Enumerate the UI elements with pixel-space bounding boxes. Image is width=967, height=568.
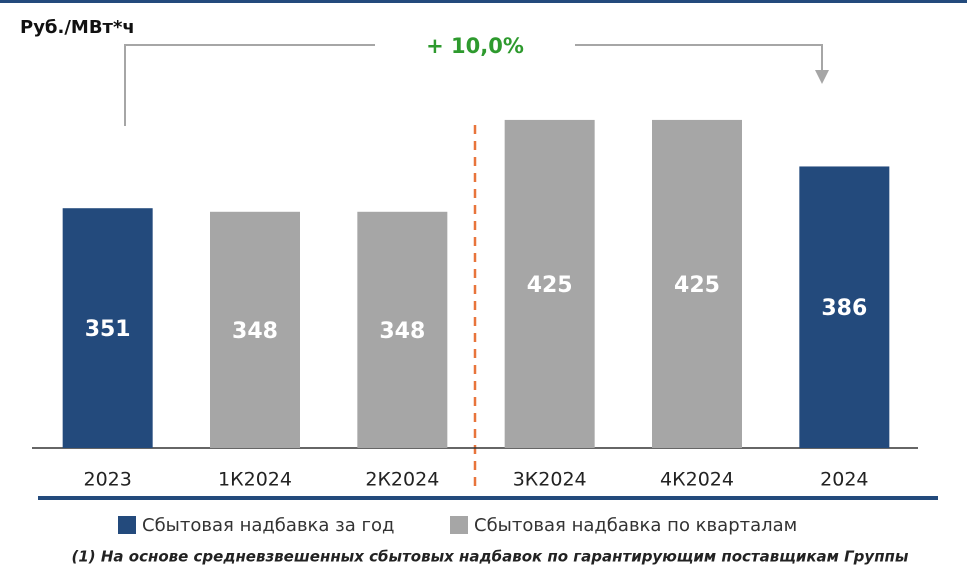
value-label: 386: [821, 296, 867, 321]
bar: [62, 208, 153, 448]
value-label: 425: [674, 273, 720, 298]
legend-swatch: [118, 516, 136, 534]
legend-label: Сбытовая надбавка по кварталам: [474, 515, 797, 536]
x-tick-label: 2024: [820, 469, 868, 491]
bar: [504, 119, 595, 449]
value-label: 351: [85, 317, 131, 342]
bar: [210, 211, 300, 448]
x-tick-label: 4К2024: [660, 469, 734, 491]
value-label: 348: [379, 319, 425, 344]
value-label: 348: [232, 319, 278, 344]
x-tick-label: 2К2024: [365, 469, 439, 491]
bottom-rule: [38, 496, 938, 500]
x-tick-label: 2023: [83, 469, 131, 491]
bar: [652, 119, 742, 449]
x-tick-label: 1К2024: [218, 469, 292, 491]
growth-bracket: [124, 44, 823, 126]
bracket-arrow: [815, 70, 829, 84]
bar: [799, 166, 890, 448]
value-label: 425: [527, 273, 573, 298]
legend-swatch: [450, 516, 468, 534]
growth-annotation: + 10,0%: [426, 34, 524, 58]
x-tick-label: 3К2024: [513, 469, 587, 491]
bar: [357, 211, 448, 448]
unit-label: Руб./МВт*ч: [20, 17, 135, 38]
top-rule: [0, 0, 967, 3]
footnote: (1) На основе средневзвешенных сбытовых …: [72, 548, 909, 566]
legend-label: Сбытовая надбавка за год: [142, 515, 394, 536]
